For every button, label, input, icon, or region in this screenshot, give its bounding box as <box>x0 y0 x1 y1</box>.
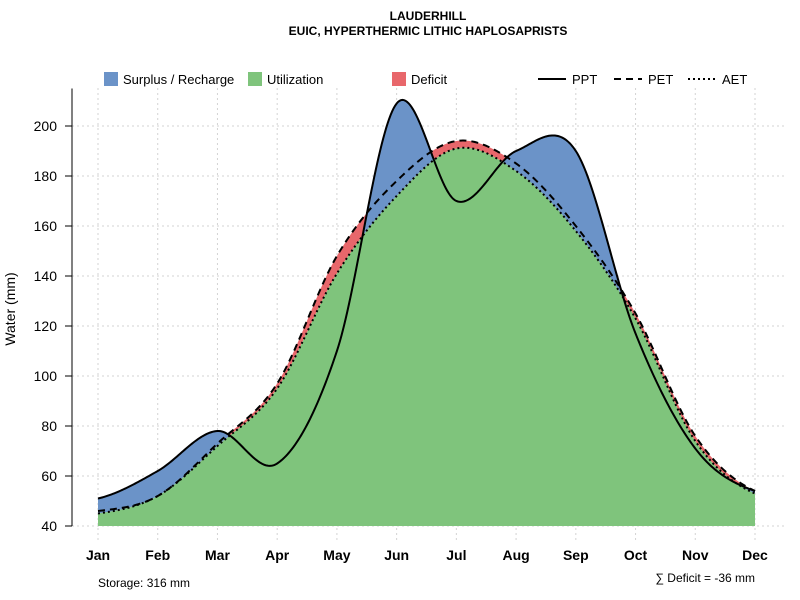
y-tick-label: 40 <box>41 518 57 534</box>
series-line-ppt <box>97 98 756 500</box>
x-tick-label: Jun <box>384 547 409 563</box>
storage-note: Storage: 316 mm <box>98 576 190 590</box>
chart-title: LAUDERHILL <box>390 9 467 23</box>
area-layer <box>98 99 755 526</box>
y-tick-label: 160 <box>34 218 58 234</box>
surplus-area <box>98 99 755 514</box>
y-tick-label: 100 <box>34 368 58 384</box>
legend-label-deficit: Deficit <box>411 72 448 87</box>
legend-label-utilization: Utilization <box>267 72 323 87</box>
legend-label-surplus: Surplus / Recharge <box>123 72 234 87</box>
deficit-note: ∑ Deficit = -36 mm <box>655 571 755 585</box>
axes: 40 60 80 100 120 140 160 180 200 Jan Feb Mar Apr May J… <box>34 88 768 563</box>
y-tick-label: 120 <box>34 318 58 334</box>
x-tick-label: Oct <box>624 547 648 563</box>
x-tick-label: Jul <box>446 547 466 563</box>
x-tick-label: May <box>323 547 350 563</box>
x-tick-label: Feb <box>145 547 170 563</box>
legend-swatch-deficit <box>392 72 406 86</box>
x-tick-label: Apr <box>265 547 290 563</box>
y-axis-title: Water (mm) <box>2 272 18 345</box>
legend-label-ppt: PPT <box>572 72 597 87</box>
legend-label-pet: PET <box>648 72 673 87</box>
y-tick-label: 140 <box>34 268 58 284</box>
y-tick-label: 60 <box>41 468 57 484</box>
x-tick-label: Nov <box>682 547 709 563</box>
legend-swatch-surplus <box>104 72 118 86</box>
x-tick-label: Dec <box>742 547 768 563</box>
x-tick-label: Mar <box>205 547 230 563</box>
line-layer <box>97 98 756 515</box>
y-tick-label: 180 <box>34 168 58 184</box>
x-tick-label: Jan <box>86 547 110 563</box>
utilization-area <box>98 147 755 526</box>
x-tick-label: Aug <box>502 547 529 563</box>
y-tick-label: 200 <box>34 118 58 134</box>
y-tick-label: 80 <box>41 418 57 434</box>
chart-subtitle: EUIC, HYPERTHERMIC LITHIC HAPLOSAPRISTS <box>289 24 568 38</box>
legend-swatch-utilization <box>248 72 262 86</box>
legend-label-aet: AET <box>722 72 747 87</box>
series-line-pet <box>97 139 756 512</box>
x-tick-label: Sep <box>563 547 589 563</box>
